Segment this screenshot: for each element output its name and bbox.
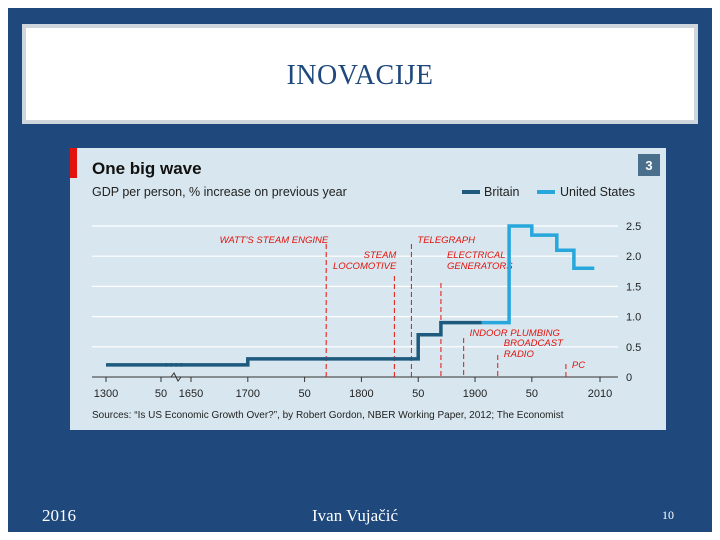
title-box: INOVACIJE (22, 24, 698, 124)
x-tick-label: 1700 (236, 388, 260, 400)
x-tick-label: 50 (526, 388, 538, 400)
axis-break-marker (170, 372, 182, 382)
annotation-label: TELEGRAPH (417, 235, 475, 246)
y-tick-label: 0.5 (626, 342, 641, 354)
y-tick-label: 1.0 (626, 312, 641, 324)
series (106, 224, 595, 367)
page-number: 10 (662, 508, 674, 522)
annotation-label: STEAM (364, 250, 397, 261)
footer-year: 2016 (42, 506, 76, 525)
annotation-label: ELECTRICAL (447, 250, 506, 261)
accent-bar (70, 148, 77, 178)
x-tick-label: 1650 (179, 388, 203, 400)
britain-series-line (106, 320, 482, 367)
x-tick-label: 50 (412, 388, 424, 400)
annotations: WATT'S STEAM ENGINE TELEGRAPH STEAMLOCOMOT… (220, 235, 585, 377)
chart-source: Sources: “Is US Economic Growth Over?”, … (92, 410, 564, 421)
annotation-label: BROADCAST (504, 338, 564, 349)
y-tick-label: 1.5 (626, 281, 641, 293)
x-tick-label: 1800 (349, 388, 373, 400)
annotation-label: GENERATORS (447, 261, 513, 272)
chart-badge (638, 154, 660, 176)
y-tick-label: 0 (626, 372, 632, 384)
y-tick-label: 2.5 (626, 221, 641, 233)
x-tick-label: 1300 (94, 388, 118, 400)
chart-card: One big wave GDP per person, % increase … (70, 148, 666, 430)
legend-us-label: United States (560, 185, 635, 199)
slide-title: INOVACIJE (286, 60, 434, 91)
chart-svg: One big wave GDP per person, % increase … (70, 148, 660, 421)
chart-title: One big wave (92, 159, 202, 178)
footer-author: Ivan Vujačić (312, 506, 398, 525)
chart-subtitle: GDP per person, % increase on previous y… (92, 185, 347, 199)
annotation-label: INDOOR PLUMBING (470, 328, 560, 339)
tick-labels: 2.5 2.0 1.5 1.0 0.5 0 1300 50 1650 1700 50 1800 50 19… (94, 221, 642, 400)
annotation-label: RADIO (504, 349, 535, 360)
x-tick-label: 2010 (588, 388, 612, 400)
x-tick-label: 50 (298, 388, 310, 400)
legend-britain-label: Britain (484, 185, 519, 199)
annotation-label: WATT'S STEAM ENGINE (220, 235, 329, 246)
x-tick-label: 50 (155, 388, 167, 400)
y-tick-label: 2.0 (626, 251, 641, 263)
grid (92, 225, 618, 382)
x-tick-label: 1900 (463, 388, 487, 400)
chart-badge-label: 3 (645, 158, 652, 173)
united-states-series-line (481, 224, 595, 325)
annotation-label: LOCOMOTIVE (333, 261, 397, 272)
annotation-label: PC (572, 360, 585, 371)
